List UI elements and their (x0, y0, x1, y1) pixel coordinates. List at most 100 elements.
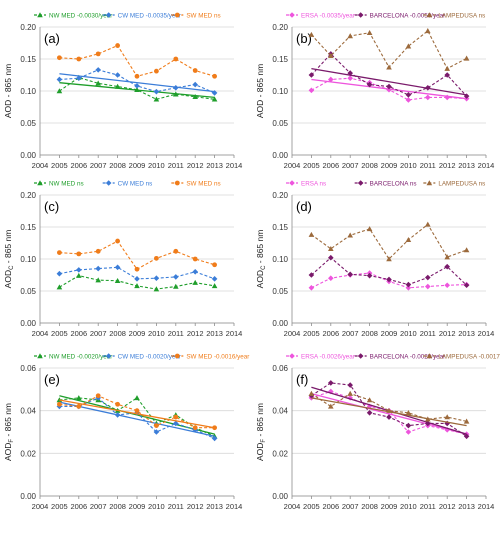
data-point (328, 245, 334, 251)
x-tick-label: 2011 (420, 161, 436, 170)
data-point (57, 250, 62, 256)
legend-label: SW MED ns (186, 13, 220, 20)
data-point (115, 401, 120, 407)
trend-line (59, 73, 215, 93)
legend-label: ERSA ns (301, 181, 326, 188)
data-point (134, 408, 140, 414)
y-tick-label: 0.10 (272, 87, 288, 96)
x-tick-label: 2009 (129, 502, 146, 511)
data-point (347, 382, 353, 388)
y-tick-label: 0.04 (272, 407, 288, 416)
legend-label: BARCELONA -0.0029/year (370, 354, 446, 361)
data-point (347, 390, 353, 396)
series-1 (56, 395, 218, 442)
x-tick-label: 2009 (129, 161, 146, 170)
legend-swatch-marker (105, 180, 112, 186)
series-line (59, 397, 215, 437)
series-1 (308, 254, 470, 289)
legend-label: ERSA -0.0026/year (301, 354, 355, 361)
data-point (328, 403, 334, 409)
data-point (211, 276, 218, 282)
data-point (173, 56, 179, 62)
y-tick-label: 0.05 (272, 119, 288, 128)
y-tick-label: 0.05 (272, 287, 288, 296)
legend-entry: SW MED -0.0016/year (171, 354, 249, 361)
legend-entry: BARCELONA ns (354, 180, 417, 188)
data-point (366, 81, 373, 88)
x-tick-label: 2013 (458, 329, 475, 338)
data-point (154, 255, 159, 261)
data-point (212, 73, 218, 79)
y-tick-label: 0.04 (20, 407, 36, 416)
x-tick-label: 2014 (478, 329, 495, 338)
x-tick-label: 2013 (206, 161, 223, 170)
y-tick-label: 0.10 (272, 255, 288, 264)
data-point (347, 271, 353, 278)
data-point (386, 276, 392, 283)
y-tick-label: 0.00 (20, 151, 36, 160)
series-line (59, 76, 215, 100)
y-tick-label: 0.20 (272, 23, 288, 32)
data-point (192, 81, 198, 88)
data-point (154, 68, 159, 74)
y-axis-label: AODC - 865 nm (3, 230, 15, 289)
legend-entry: SW MED ns (171, 13, 221, 20)
data-point (308, 390, 315, 396)
legend-swatch-marker (37, 180, 43, 186)
y-tick-label: 0.00 (20, 319, 36, 328)
data-point (308, 285, 315, 291)
data-point (328, 254, 334, 261)
data-point (134, 395, 140, 401)
series-line (59, 395, 215, 429)
legend-entry: CW MED -0.0035/year (102, 12, 181, 20)
x-tick-label: 2007 (90, 161, 107, 170)
x-tick-label: 2005 (51, 161, 68, 170)
x-tick-label: 2004 (32, 329, 49, 338)
x-tick-label: 2005 (303, 329, 320, 338)
data-point (95, 51, 101, 57)
y-tick-label: 0.00 (272, 319, 288, 328)
x-tick-label: 2014 (226, 329, 243, 338)
legend-entry: ERSA ns (286, 180, 326, 188)
legend-entry: CW MED -0.0020/year (102, 353, 181, 361)
data-point (308, 31, 315, 37)
data-point (347, 75, 353, 81)
data-point (463, 433, 470, 440)
x-tick-label: 2008 (109, 502, 126, 511)
data-point (57, 401, 62, 407)
data-point (153, 429, 160, 435)
data-point (114, 72, 121, 78)
x-tick-label: 2004 (284, 329, 301, 338)
data-point (444, 414, 450, 420)
data-point (347, 33, 353, 39)
data-point (386, 83, 392, 90)
legend-entry: NW MED ns (34, 180, 84, 188)
legend-swatch-marker (105, 12, 112, 18)
legend-entry: SW MED ns (171, 181, 221, 188)
data-point (192, 68, 198, 73)
data-point (56, 76, 63, 83)
data-point (444, 65, 450, 71)
data-point (405, 237, 412, 243)
data-point (192, 256, 198, 262)
data-point (366, 397, 373, 403)
x-tick-label: 2013 (206, 329, 223, 338)
chart-panel-b: 0.00 0.05 0.10 0.15 0.20 2004 2005 2006 2007 2008… (255, 12, 494, 170)
data-point (328, 76, 334, 83)
data-point (76, 267, 82, 273)
y-tick-label: 0.20 (20, 23, 36, 32)
series-2 (308, 28, 470, 71)
y-tick-label: 0.15 (20, 223, 36, 232)
data-point (386, 64, 392, 70)
data-point (444, 263, 450, 270)
data-point (153, 96, 160, 102)
legend-entry: LAMPEDUSA -0.0017/year (423, 353, 500, 361)
x-tick-label: 2005 (303, 161, 320, 170)
legend-swatch-marker (357, 353, 364, 359)
legend-entry: NW MED -0.0030/year (34, 12, 112, 20)
data-point (405, 281, 412, 288)
x-tick-label: 2005 (51, 329, 68, 338)
x-tick-label: 2013 (458, 161, 475, 170)
data-point (192, 269, 198, 275)
